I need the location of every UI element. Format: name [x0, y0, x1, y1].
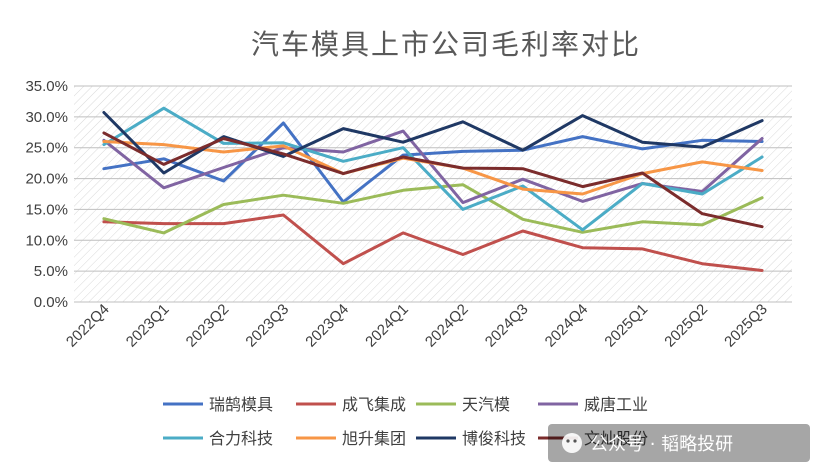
legend-label: 天汽模 — [462, 395, 510, 414]
x-tick-label: 2024Q2 — [422, 301, 472, 351]
y-tick-label: 0.0% — [34, 294, 68, 311]
y-tick-label: 10.0% — [25, 232, 68, 249]
x-tick-label: 2022Q4 — [63, 301, 113, 351]
watermark: 公众号 · 韬略投研 — [548, 424, 810, 462]
legend-label: 文灿股份 — [584, 429, 648, 448]
x-tick-label: 2023Q2 — [183, 301, 233, 351]
legend-label: 成飞集成 — [342, 395, 406, 414]
y-tick-label: 20.0% — [25, 171, 68, 188]
x-tick-label: 2023Q4 — [302, 301, 352, 351]
x-tick-label: 2025Q2 — [661, 301, 711, 351]
x-tick-label: 2024Q1 — [362, 301, 412, 351]
legend-label: 瑞鹄模具 — [209, 395, 273, 414]
y-tick-label: 35.0% — [25, 78, 68, 95]
x-tick-label: 2025Q1 — [601, 301, 651, 351]
legend-label: 旭升集团 — [342, 429, 406, 448]
series-line — [102, 121, 764, 204]
series-line — [102, 106, 764, 232]
series-line — [102, 213, 764, 272]
series-line — [102, 183, 764, 235]
x-tick-label: 2025Q3 — [721, 301, 771, 351]
x-tick-label: 2023Q3 — [242, 301, 292, 351]
x-tick-label: 2024Q4 — [542, 301, 592, 351]
legend-label: 威唐工业 — [584, 395, 648, 414]
legend-label: 合力科技 — [209, 429, 273, 448]
x-axis: 2022Q4 2023Q1 2023Q2 2023Q3 2023Q4 2024Q1 2024… — [63, 301, 771, 351]
x-tick-label: 2024Q3 — [482, 301, 532, 351]
watermark-text: 公众号 · 韬略投研 — [590, 434, 733, 455]
wechat-icon — [562, 433, 582, 453]
chart-title: 汽车模具上市公司毛利率对比 — [251, 28, 641, 61]
gridlines — [74, 85, 792, 303]
y-tick-label: 30.0% — [25, 109, 68, 126]
y-axis: 0.0% 5.0% 10.0% 15.0% 20.0% 25.0% 30.0% 35.0% — [25, 78, 68, 311]
y-tick-label: 5.0% — [34, 263, 68, 280]
y-tick-label: 25.0% — [25, 140, 68, 157]
x-tick-label: 2023Q1 — [123, 301, 173, 351]
series-lines — [102, 106, 764, 272]
series-line — [102, 131, 764, 229]
y-tick-label: 15.0% — [25, 201, 68, 218]
legend-label: 博俊科技 — [462, 429, 526, 448]
